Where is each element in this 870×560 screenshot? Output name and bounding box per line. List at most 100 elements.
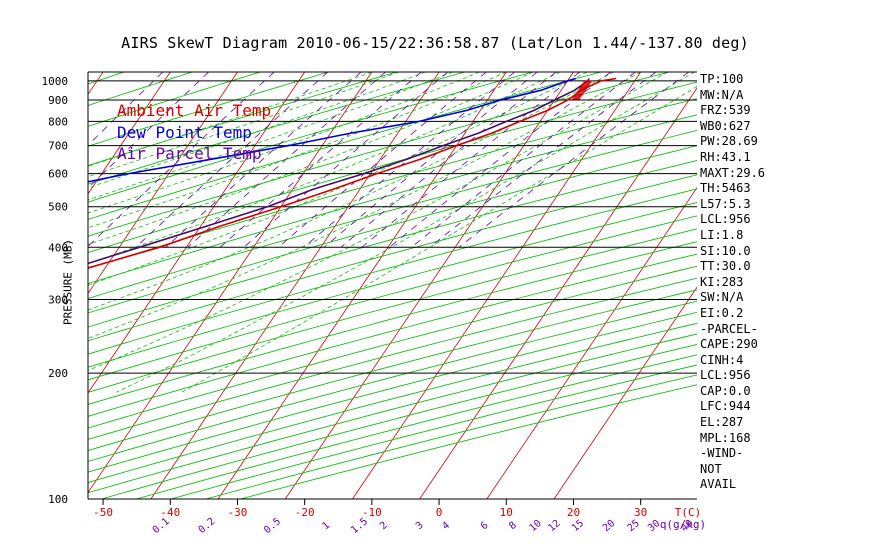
dry-adiabat: [88, 277, 697, 440]
mixing-ratio-line: [303, 72, 515, 248]
dry-adiabat: [88, 145, 697, 314]
dry-adiabat: [88, 129, 697, 299]
dry-adiabat: [88, 311, 697, 473]
index-item: MW:N/A: [700, 87, 744, 102]
mixing-ratio-label: 0.2: [197, 516, 218, 536]
mixing-ratio-line: [135, 72, 329, 248]
moist-adiabat: [181, 86, 697, 393]
dry-adiabat: [0, 72, 56, 499]
dry-adiabat: [88, 72, 465, 185]
pressure-tick-label: 300: [48, 293, 68, 306]
dry-adiabat: [88, 72, 329, 147]
temp-unit-label: T(C): [675, 506, 702, 519]
index-item: -WIND-: [700, 446, 744, 461]
series-line-dewpoint: [88, 77, 577, 183]
mixing-ratio-label: 25: [626, 518, 642, 534]
moist-adiabat: [88, 72, 534, 245]
dry-adiabat: [88, 241, 697, 405]
chart-title: AIRS SkewT Diagram 2010-06-15/22:36:58.8…: [121, 34, 749, 52]
mixing-ratio-line: [88, 72, 164, 146]
index-item: PW:28.69: [700, 134, 758, 149]
pressure-tick-label: 800: [48, 115, 68, 128]
index-item: LCL:956: [700, 368, 751, 383]
index-item: NOT: [700, 461, 722, 476]
moist-adiabat: [88, 72, 453, 201]
bottom-temp-label: -50: [93, 506, 113, 519]
bottom-temp-label: 10: [500, 506, 513, 519]
mixing-ratio-line: [88, 72, 275, 247]
dry-adiabat: [88, 228, 697, 393]
isotherm-line: [419, 87, 697, 499]
isotherm-line: [88, 72, 238, 295]
dry-adiabat: [88, 98, 697, 269]
moist-adiabat: [88, 72, 588, 286]
index-item: FRZ:539: [700, 103, 751, 118]
legend-ambient: Ambient Air Temp: [117, 101, 272, 120]
isotherm-line: [553, 286, 697, 499]
dry-adiabat: [88, 253, 697, 417]
dry-adiabat: [88, 265, 697, 429]
isotherm-line: [150, 72, 440, 499]
pressure-tick-label: 100: [48, 493, 68, 506]
pressure-tick-label: 1000: [42, 75, 69, 88]
legend: Ambient Air Temp Dew Point Temp Air Parc…: [117, 100, 271, 165]
index-item: TT:30.0: [700, 259, 751, 274]
isotherm-line: [88, 72, 171, 195]
legend-parcel: Air Parcel Temp: [117, 144, 262, 163]
isotherm-line: [0, 72, 36, 499]
mixing-ratio-line: [411, 72, 636, 248]
legend-dewpoint: Dew Point Temp: [117, 122, 252, 142]
series-line-ambient: [88, 77, 617, 269]
pressure-tick-label: 900: [48, 94, 68, 107]
dry-adiabat: [88, 215, 697, 381]
index-item: KI:283: [700, 274, 744, 289]
index-item: EI:0.2: [700, 305, 744, 320]
mixing-ratio-label: 0.1: [151, 516, 172, 536]
mixing-ratio-line: [389, 72, 611, 248]
pressure-tick-label: 400: [48, 241, 68, 254]
y-axis-label: PRESSURE (MB): [61, 238, 75, 326]
mixing-ratio-label: 4: [440, 520, 452, 532]
mixing-ratio-line: [187, 72, 386, 248]
dry-adiabat: [88, 72, 670, 237]
pressure-tick-label: 600: [48, 168, 68, 181]
mixing-ratio-line: [323, 72, 538, 248]
dry-adiabat: [88, 72, 534, 203]
dry-adiabat: [88, 188, 697, 355]
mixing-ratio-line: [243, 72, 449, 248]
isotherm-line: [486, 186, 697, 499]
stability-indices: TP:100 MW:N/A FRZ:539 WB0:627 PW:28.69 R…: [700, 72, 870, 493]
index-item: -PARCEL-: [700, 321, 758, 336]
bottom-temp-label: -40: [160, 506, 180, 519]
mixing-ratio-line: [429, 72, 657, 248]
index-item: L57:5.3: [700, 196, 751, 211]
index-item: CINH:4: [700, 352, 744, 367]
dry-adiabat: [88, 159, 697, 328]
moist-adiabat: [88, 72, 668, 371]
dry-adiabat: [88, 72, 261, 127]
index-item: AVAIL: [700, 477, 737, 492]
mixing-ratio-label: 1.5: [349, 516, 370, 536]
index-item: LFC:944: [700, 399, 751, 414]
dry-adiabat: [88, 289, 697, 451]
mixing-ratio-label: 12: [546, 518, 562, 534]
dry-adiabat: [88, 202, 697, 368]
index-item: LI:1.8: [700, 227, 744, 242]
dry-adiabat: [88, 72, 193, 106]
mixing-ratio-label: 2: [378, 520, 390, 532]
moist-adiabat: [88, 72, 641, 339]
index-item: LCL:956: [700, 212, 751, 227]
dry-adiabat: [88, 174, 697, 342]
index-item: CAPE:290: [700, 337, 758, 352]
bottom-temp-label: 0: [436, 506, 443, 519]
mixing-ratio-line: [219, 72, 422, 248]
index-item: WB0:627: [700, 118, 751, 133]
index-item: CAP:0.0: [700, 383, 751, 398]
mixing-ratio-label: 8: [507, 520, 519, 532]
isotherm-line: [88, 72, 306, 394]
index-item: EL:287: [700, 415, 744, 430]
index-item: SW:N/A: [700, 290, 744, 305]
series-line-parcel: [88, 78, 590, 265]
isotherm-line: [217, 72, 507, 499]
